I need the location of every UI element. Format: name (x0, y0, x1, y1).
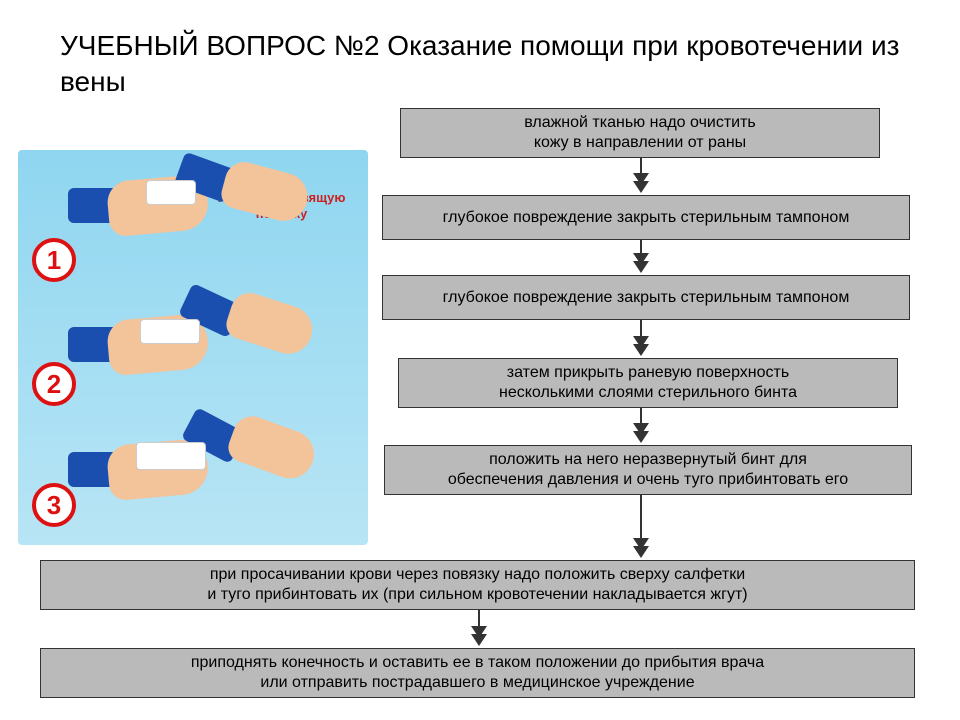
flow-arrow-6 (478, 610, 480, 636)
step-number-2: 2 (32, 362, 76, 406)
step-number-3: 3 (32, 483, 76, 527)
hand-step-1 (78, 150, 358, 250)
flow-arrow-3 (640, 320, 642, 346)
hand-step-2 (78, 285, 358, 385)
step-number-1: 1 (32, 238, 76, 282)
flow-arrow-1 (640, 158, 642, 183)
flow-box-b1: влажной тканью надо очистить кожу в напр… (400, 108, 880, 158)
flow-box-b4: затем прикрыть раневую поверхность неско… (398, 358, 898, 408)
flow-box-b2: глубокое повреждение закрыть стерильным … (382, 195, 910, 240)
bandage-illustration: Наложить давящую повязку 1 2 3 (18, 150, 368, 545)
page-title: УЧЕБНЫЙ ВОПРОС №2 Оказание помощи при кр… (60, 28, 920, 101)
flow-box-b6: при просачивании крови через повязку над… (40, 560, 915, 610)
flow-arrow-2 (640, 240, 642, 263)
flow-box-b5: положить на него неразвернутый бинт для … (384, 445, 912, 495)
flow-arrow-5 (640, 495, 642, 548)
hand-step-3 (78, 410, 358, 510)
flow-box-b7: приподнять конечность и оставить ее в та… (40, 648, 915, 698)
flow-box-b3: глубокое повреждение закрыть стерильным … (382, 275, 910, 320)
flow-arrow-4 (640, 408, 642, 433)
